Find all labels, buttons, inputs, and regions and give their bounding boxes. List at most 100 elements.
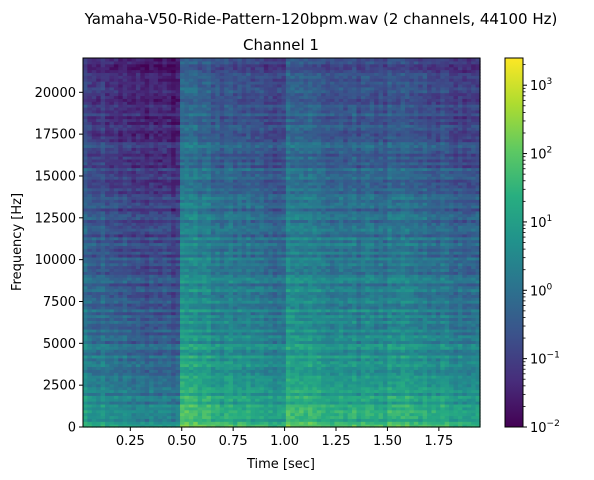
- spectrogram-cell: [105, 216, 111, 221]
- spectrogram-cell: [157, 205, 163, 209]
- spectrogram-cell: [127, 375, 133, 379]
- spectrogram-cell: [250, 66, 256, 71]
- spectrogram-cell: [157, 392, 163, 396]
- spectrogram-cell: [228, 331, 234, 336]
- spectrogram-cell: [224, 262, 230, 267]
- spectrogram-cell: [153, 305, 159, 310]
- spectrogram-cell: [246, 236, 252, 241]
- spectrogram-cell: [210, 251, 216, 255]
- spectrogram-cell: [237, 158, 243, 163]
- spectrogram-cell: [140, 81, 146, 85]
- spectrogram-cell: [87, 179, 93, 183]
- spectrogram-cell: [188, 328, 194, 333]
- spectrogram-cell: [166, 421, 172, 425]
- spectrogram-cell: [149, 383, 155, 388]
- spectrogram-cell: [246, 403, 252, 408]
- spectrogram-cell: [157, 63, 163, 68]
- spectrogram-cell: [228, 69, 234, 74]
- spectrogram-cell: [224, 256, 230, 261]
- spectrogram-cell: [96, 75, 102, 79]
- spectrogram-cell: [162, 354, 168, 359]
- spectrogram-cell: [113, 202, 119, 206]
- spectrogram-cell: [171, 230, 177, 235]
- spectrogram-cell: [109, 184, 115, 189]
- spectrogram-cell: [197, 216, 203, 221]
- spectrogram-cell: [127, 216, 133, 221]
- spectrogram-cell: [224, 222, 230, 226]
- spectrogram-cell: [210, 115, 216, 120]
- spectrogram-cell: [219, 66, 225, 71]
- spectrogram-cell: [215, 424, 221, 428]
- spectrogram-cell: [197, 305, 203, 310]
- spectrogram-cell: [180, 398, 186, 402]
- spectrogram-cell: [166, 265, 172, 270]
- spectrogram-cell: [224, 415, 230, 419]
- spectrogram-cell: [197, 104, 203, 108]
- spectrogram-cell: [250, 297, 256, 301]
- spectrogram-cell: [206, 92, 212, 97]
- spectrogram-cell: [149, 369, 155, 373]
- spectrogram-cell: [241, 173, 247, 177]
- spectrogram-cell: [91, 331, 97, 336]
- spectrogram-cell: [91, 78, 97, 82]
- spectrogram-cell: [175, 297, 181, 301]
- spectrogram-cell: [224, 279, 230, 284]
- spectrogram-cell: [109, 254, 115, 258]
- spectrogram-cell: [118, 112, 124, 117]
- spectrogram-cell: [228, 190, 234, 195]
- spectrogram-cell: [131, 202, 137, 206]
- spectrogram-cell: [210, 262, 216, 267]
- spectrogram-cell: [127, 337, 133, 342]
- spectrogram-cell: [113, 380, 119, 385]
- spectrogram-cell: [109, 265, 115, 270]
- spectrogram-cell: [166, 271, 172, 275]
- spectrogram-cell: [246, 184, 252, 189]
- spectrogram-cell: [149, 75, 155, 79]
- spectrogram-cell: [149, 184, 155, 189]
- spectrogram-cell: [100, 386, 106, 391]
- spectrogram-cell: [153, 274, 159, 278]
- spectrogram-cell: [105, 328, 111, 333]
- spectrogram-cell: [180, 89, 186, 94]
- spectrogram-cell: [241, 337, 247, 342]
- spectrogram-cell: [184, 66, 190, 71]
- spectrogram-cell: [109, 369, 115, 373]
- spectrogram-cell: [144, 156, 150, 160]
- spectrogram-cell: [105, 147, 111, 151]
- spectrogram-cell: [105, 282, 111, 287]
- spectrogram-cell: [232, 132, 238, 137]
- spectrogram-cell: [228, 279, 234, 284]
- spectrogram-cell: [215, 245, 221, 249]
- spectrogram-cell: [149, 349, 155, 353]
- spectrogram-cell: [140, 158, 146, 163]
- spectrogram-cell: [127, 326, 133, 330]
- spectrogram-cell: [131, 386, 137, 391]
- spectrogram-cell: [113, 104, 119, 108]
- spectrogram-cell: [105, 213, 111, 218]
- spectrogram-cell: [175, 412, 181, 417]
- spectrogram-cell: [188, 259, 194, 264]
- spectrogram-cell: [105, 144, 111, 148]
- spectrogram-cell: [241, 150, 247, 154]
- spectrogram-cell: [237, 328, 243, 333]
- spectrogram-cell: [224, 314, 230, 319]
- spectrogram-cell: [91, 202, 97, 206]
- spectrogram-cell: [83, 156, 89, 160]
- spectrogram-cell: [193, 421, 199, 425]
- spectrogram-cell: [241, 158, 247, 163]
- spectrogram-cell: [193, 412, 199, 417]
- spectrogram-cell: [113, 138, 119, 143]
- spectrogram-cell: [140, 239, 146, 244]
- spectrogram-cell: [206, 121, 212, 125]
- spectrogram-cell: [206, 196, 212, 200]
- spectrogram-cell: [219, 285, 225, 290]
- spectrogram-cell: [180, 259, 186, 264]
- spectrogram-cell: [206, 291, 212, 295]
- spectrogram-cell: [250, 268, 256, 272]
- spectrogram-cell: [105, 279, 111, 284]
- spectrogram-cell: [215, 323, 221, 327]
- spectrogram-cell: [122, 181, 128, 186]
- spectrogram-cell: [87, 254, 93, 258]
- spectrogram-cell: [96, 184, 102, 189]
- spectrogram-cell: [228, 118, 234, 123]
